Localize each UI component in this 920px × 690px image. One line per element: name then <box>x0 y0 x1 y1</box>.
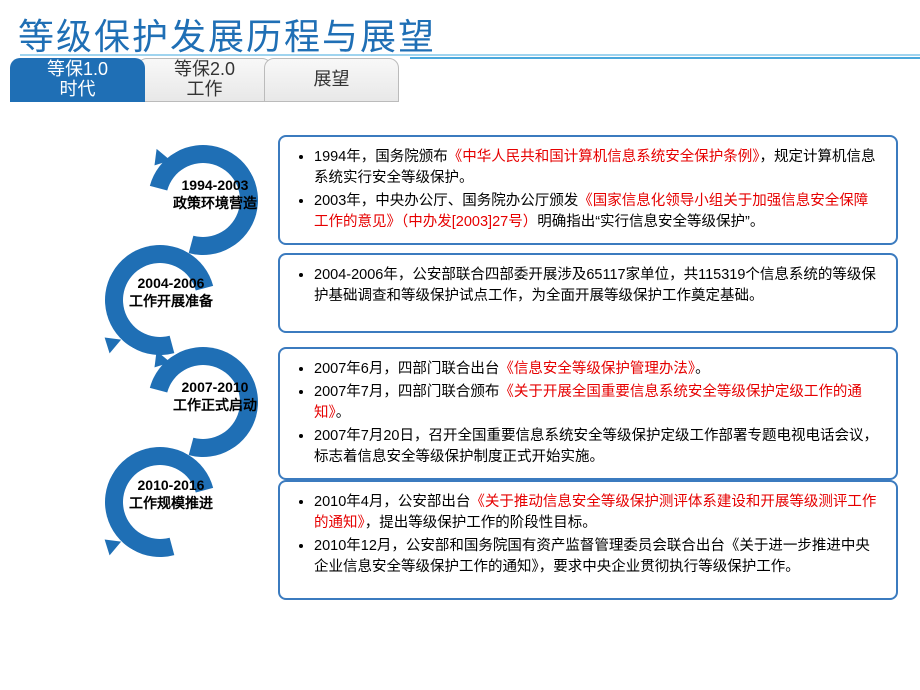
content-box-1: 2004-2006年，公安部联合四部委开展涉及65117家单位，共115319个… <box>278 253 898 333</box>
timeline-arc-label-2: 2007-2010工作正式启动 <box>160 379 270 414</box>
text-segment: 2007年7月20日，召开全国重要信息系统安全等级保护定级工作部署专题电视电话会… <box>314 428 878 465</box>
tab-label-line2: 时代 <box>60 80 96 100</box>
text-segment: 明确指出“实行信息安全等级保护”。 <box>537 214 764 230</box>
text-segment: 2010年12月，公安部和国务院国有资产监督管理委员会联合出台《关于进一步推进中… <box>314 538 870 575</box>
content-item: 2010年12月，公安部和国务院国有资产监督管理委员会联合出台《关于进一步推进中… <box>314 536 882 578</box>
text-segment: 。 <box>336 405 351 421</box>
content-item: 2007年7月，四部门联合颁布《关于开展全国重要信息系统安全等级保护定级工作的通… <box>314 382 882 424</box>
tab-label-line1: 等保2.0 <box>174 60 235 80</box>
text-segment: 2004-2006年，公安部联合四部委开展涉及65117家单位，共115319个… <box>314 267 876 304</box>
tab-label-line1: 等保1.0 <box>47 60 108 80</box>
content-item: 2007年6月，四部门联合出台《信息安全等级保护管理办法》。 <box>314 359 882 380</box>
text-segment: 2003年，中央办公厅、国务院办公厅颁发 <box>314 193 578 209</box>
tab-label-line1: 展望 <box>314 70 350 90</box>
tab-label-line2: 工作 <box>187 80 223 100</box>
title-underline-dark <box>410 57 920 59</box>
content-item: 2007年7月20日，召开全国重要信息系统安全等级保护定级工作部署专题电视电话会… <box>314 426 882 468</box>
main-content: 1994-2003政策环境营造 2004-2006工作开展准备 2007-2010工… <box>0 125 920 685</box>
text-segment: 《信息安全等级保护管理办法》 <box>499 361 695 377</box>
tab-0[interactable]: 等保1.0时代 <box>10 58 145 102</box>
timeline-arc-label-1: 2004-2006工作开展准备 <box>116 275 226 310</box>
content-item: 1994年，国务院颁布《中华人民共和国计算机信息系统安全保护条例》，规定计算机信… <box>314 147 882 189</box>
content-item: 2004-2006年，公安部联合四部委开展涉及65117家单位，共115319个… <box>314 265 882 307</box>
text-segment: 《中华人民共和国计算机信息系统安全保护条例》 <box>448 149 760 165</box>
content-item: 2010年4月，公安部出台《关于推动信息安全等级保护测评体系建设和开展等级测评工… <box>314 492 882 534</box>
timeline-arc-label-0: 1994-2003政策环境营造 <box>160 177 270 212</box>
title-underline-light <box>20 54 920 56</box>
tab-2[interactable]: 展望 <box>264 58 399 102</box>
text-segment: 2010年4月，公安部出台 <box>314 494 470 510</box>
timeline-arc-label-3: 2010-2016工作规模推进 <box>116 477 226 512</box>
content-box-0: 1994年，国务院颁布《中华人民共和国计算机信息系统安全保护条例》，规定计算机信… <box>278 135 898 245</box>
tab-1[interactable]: 等保2.0工作 <box>137 58 272 102</box>
text-segment: 1994年，国务院颁布 <box>314 149 448 165</box>
text-segment: 。 <box>695 361 710 377</box>
text-segment: ，提出等级保护工作的阶段性目标。 <box>365 515 597 531</box>
content-box-3: 2010年4月，公安部出台《关于推动信息安全等级保护测评体系建设和开展等级测评工… <box>278 480 898 600</box>
content-box-2: 2007年6月，四部门联合出台《信息安全等级保护管理办法》。2007年7月，四部… <box>278 347 898 480</box>
text-segment: 2007年6月，四部门联合出台 <box>314 361 499 377</box>
text-segment: 2007年7月，四部门联合颁布 <box>314 384 499 400</box>
tabs: 等保1.0时代等保2.0工作展望 <box>10 58 920 102</box>
content-item: 2003年，中央办公厅、国务院办公厅颁发《国家信息化领导小组关于加强信息安全保障… <box>314 191 882 233</box>
